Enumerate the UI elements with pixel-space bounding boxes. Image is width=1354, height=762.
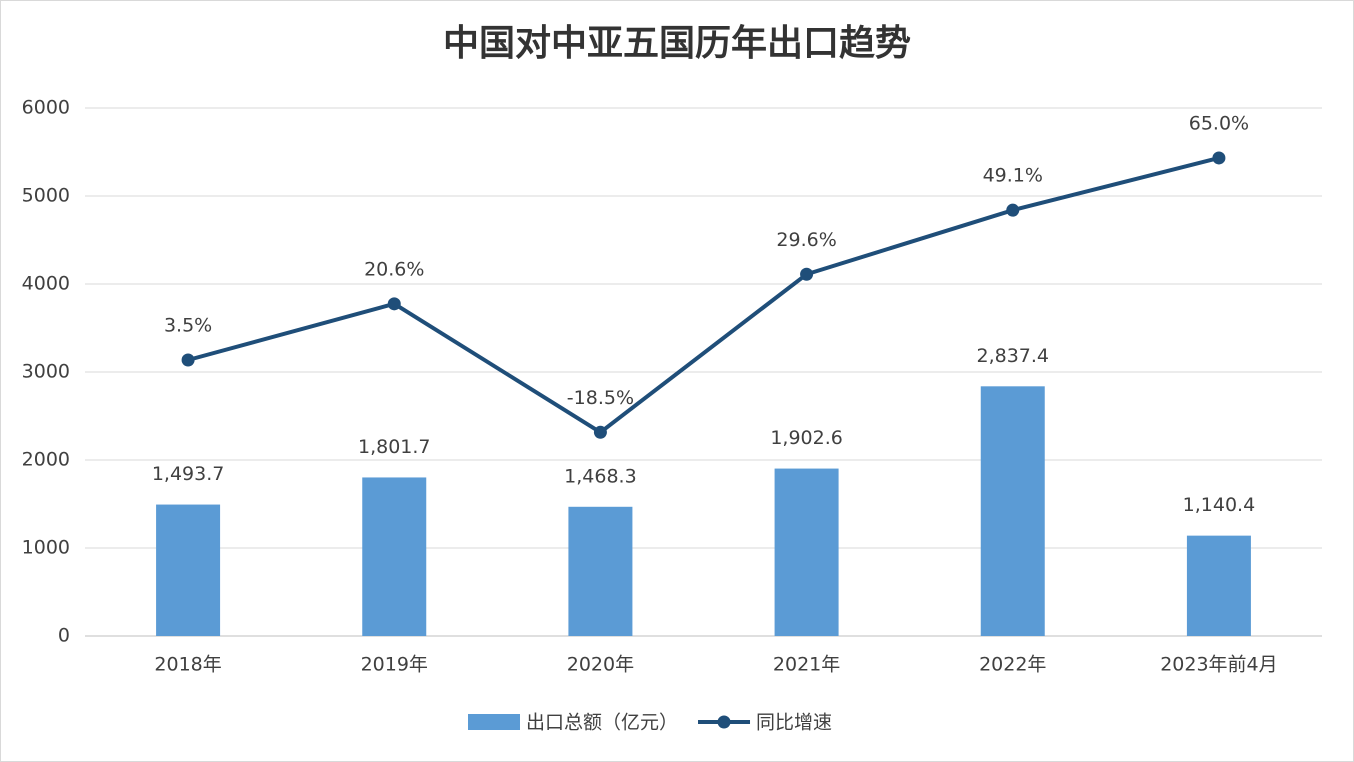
x-tick-label: 2020年 xyxy=(567,654,634,676)
line-point xyxy=(1212,151,1226,165)
y-tick-label: 2000 xyxy=(22,449,70,471)
line-value-label: 3.5% xyxy=(164,315,212,337)
bar xyxy=(156,504,221,636)
y-tick-label: 6000 xyxy=(22,97,70,119)
bar-value-label: 1,801.7 xyxy=(358,436,431,458)
y-tick-label: 5000 xyxy=(22,185,70,207)
bar xyxy=(980,386,1045,636)
bar xyxy=(362,477,427,636)
line xyxy=(187,156,1220,435)
line-value-label: 29.6% xyxy=(776,229,836,251)
x-tick-label: 2021年 xyxy=(773,654,840,676)
bar-value-label: 1,493.7 xyxy=(152,463,225,485)
bar-value-label: 2,837.4 xyxy=(976,345,1049,367)
line-point xyxy=(181,353,195,367)
x-tick-label: 2023年前4月 xyxy=(1160,654,1277,676)
bar-value-label: 1,468.3 xyxy=(564,465,637,487)
line-point xyxy=(800,267,814,281)
y-tick-label: 4000 xyxy=(22,273,70,295)
line-point xyxy=(1006,203,1020,217)
x-tick-label: 2019年 xyxy=(361,654,428,676)
line-point xyxy=(593,425,607,439)
x-tick-label: 2018年 xyxy=(154,654,221,676)
y-tick-label: 0 xyxy=(58,625,70,647)
line-point xyxy=(387,297,401,311)
bar xyxy=(1186,535,1251,636)
line-value-label: 49.1% xyxy=(983,165,1043,187)
bar-value-label: 1,140.4 xyxy=(1183,494,1256,516)
legend-swatch xyxy=(468,714,520,730)
bar xyxy=(774,468,839,636)
chart-title: 中国对中亚五国历年出口趋势 xyxy=(443,22,911,64)
x-tick-label: 2022年 xyxy=(979,654,1046,676)
legend-label: 同比增速 xyxy=(756,712,832,734)
line-value-label: 20.6% xyxy=(364,258,424,280)
legend-swatch xyxy=(717,715,731,729)
y-tick-label: 1000 xyxy=(22,537,70,559)
line-value-label: 65.0% xyxy=(1189,112,1249,134)
bar-value-label: 1,902.6 xyxy=(770,427,843,449)
y-tick-label: 3000 xyxy=(22,361,70,383)
legend-label: 出口总额（亿元） xyxy=(526,712,678,734)
line-value-label: -18.5% xyxy=(567,387,634,409)
bar xyxy=(568,506,633,636)
